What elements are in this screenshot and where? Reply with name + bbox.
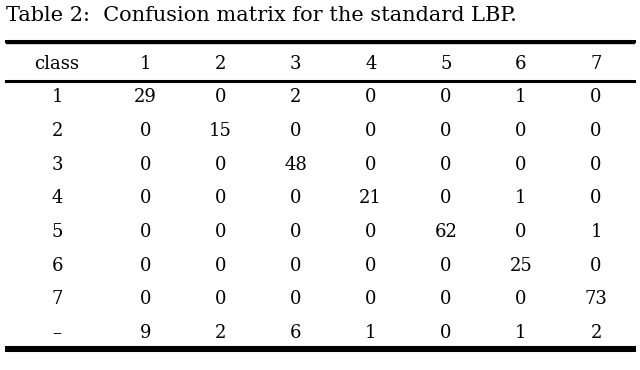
Text: 0: 0 (290, 189, 301, 207)
Text: 48: 48 (284, 156, 307, 174)
Text: 4: 4 (51, 189, 63, 207)
Text: 62: 62 (435, 223, 457, 241)
Text: 0: 0 (515, 156, 527, 174)
Text: 0: 0 (215, 189, 226, 207)
Text: 1: 1 (515, 88, 527, 107)
Text: 0: 0 (440, 88, 452, 107)
Text: 0: 0 (365, 223, 376, 241)
Text: 0: 0 (440, 256, 452, 275)
Text: 0: 0 (140, 189, 151, 207)
Text: 0: 0 (440, 122, 452, 140)
Text: 5: 5 (51, 223, 63, 241)
Text: 0: 0 (515, 223, 527, 241)
Text: 0: 0 (140, 223, 151, 241)
Text: 5: 5 (440, 55, 451, 73)
Text: 6: 6 (290, 324, 301, 342)
Text: 0: 0 (290, 256, 301, 275)
Text: Table 2:  Confusion matrix for the standard LBP.: Table 2: Confusion matrix for the standa… (6, 6, 517, 24)
Text: 1: 1 (51, 88, 63, 107)
Text: 0: 0 (140, 290, 151, 308)
Text: 6: 6 (515, 55, 527, 73)
Text: 0: 0 (440, 189, 452, 207)
Text: 3: 3 (51, 156, 63, 174)
Text: 0: 0 (515, 290, 527, 308)
Text: 0: 0 (215, 88, 226, 107)
Text: 3: 3 (290, 55, 301, 73)
Text: 0: 0 (215, 156, 226, 174)
Text: 0: 0 (365, 88, 376, 107)
Text: 6: 6 (51, 256, 63, 275)
Text: 0: 0 (590, 122, 602, 140)
Text: 0: 0 (215, 290, 226, 308)
Text: 29: 29 (134, 88, 157, 107)
Text: 2: 2 (51, 122, 63, 140)
Text: 0: 0 (440, 324, 452, 342)
Text: 0: 0 (440, 290, 452, 308)
Text: 0: 0 (140, 256, 151, 275)
Text: 0: 0 (365, 122, 376, 140)
Text: 0: 0 (365, 256, 376, 275)
Text: 2: 2 (215, 324, 226, 342)
Text: 9: 9 (140, 324, 151, 342)
Text: 2: 2 (590, 324, 602, 342)
Text: 0: 0 (590, 189, 602, 207)
Text: 4: 4 (365, 55, 376, 73)
Text: 1: 1 (590, 223, 602, 241)
Text: 0: 0 (290, 223, 301, 241)
Text: 1: 1 (515, 324, 527, 342)
Text: 0: 0 (590, 156, 602, 174)
Text: 1: 1 (365, 324, 376, 342)
Text: class: class (35, 55, 79, 73)
Text: 0: 0 (590, 256, 602, 275)
Text: 0: 0 (140, 122, 151, 140)
Text: 2: 2 (290, 88, 301, 107)
Text: 1: 1 (515, 189, 527, 207)
Text: 25: 25 (509, 256, 532, 275)
Text: 7: 7 (51, 290, 63, 308)
Text: 0: 0 (365, 290, 376, 308)
Text: 21: 21 (359, 189, 382, 207)
Text: 0: 0 (215, 223, 226, 241)
Text: 0: 0 (140, 156, 151, 174)
Text: 0: 0 (365, 156, 376, 174)
Text: 0: 0 (290, 290, 301, 308)
Text: 15: 15 (209, 122, 232, 140)
Text: 0: 0 (590, 88, 602, 107)
Text: 0: 0 (290, 122, 301, 140)
Text: 7: 7 (590, 55, 602, 73)
Text: –: – (52, 324, 61, 342)
Text: 73: 73 (584, 290, 607, 308)
Text: 0: 0 (440, 156, 452, 174)
Text: 0: 0 (215, 256, 226, 275)
Text: 1: 1 (140, 55, 151, 73)
Text: 2: 2 (215, 55, 226, 73)
Text: 0: 0 (515, 122, 527, 140)
